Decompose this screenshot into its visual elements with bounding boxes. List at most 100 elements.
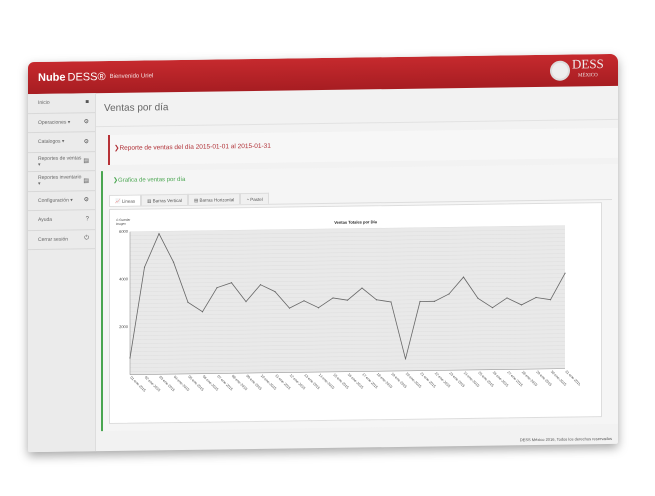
brand-name: DESS® — [67, 71, 106, 84]
data-point — [274, 291, 276, 293]
bar-chart-icon: ▥ — [147, 198, 152, 204]
gridline — [130, 301, 565, 308]
gridline — [130, 281, 565, 288]
sidebar-item[interactable]: Catalogos ▾ ⚙ — [28, 132, 95, 153]
chart-container: ⎙ Guardar imagen Ventas Totales por Día … — [109, 202, 602, 424]
gridline — [130, 273, 565, 280]
line-chart-icon: 📈 — [115, 198, 121, 204]
line-chart: 20004000600001-ene-201502-ene-201503-ene… — [119, 225, 582, 393]
tab-lineas[interactable]: 📈 Lineas — [109, 194, 142, 206]
data-point — [535, 296, 537, 299]
data-point — [317, 307, 320, 309]
data-point — [448, 293, 450, 295]
y-tick-label: 2000 — [119, 324, 129, 329]
data-point — [143, 266, 146, 268]
gridline — [130, 305, 565, 312]
data-point — [506, 297, 508, 299]
sidebar-item-label: Reportes de ventas ▾ — [38, 155, 82, 168]
help-icon: ? — [85, 216, 89, 223]
y-tick-label: 4000 — [119, 276, 129, 281]
gridline — [130, 365, 565, 372]
gridline — [130, 241, 565, 248]
gridline — [130, 349, 565, 356]
gridline — [130, 265, 565, 272]
data-point — [245, 300, 247, 303]
gridline — [130, 253, 565, 260]
power-icon: ⏻ — [84, 235, 89, 242]
data-point — [419, 300, 421, 303]
data-point — [230, 282, 233, 284]
data-point — [172, 261, 175, 263]
report-panel-header[interactable]: ❯Reporte de ventas del día 2015-01-01 al… — [108, 127, 618, 166]
sidebar-item[interactable]: Cerrar sesión ⏻ — [28, 229, 95, 251]
gridline — [130, 309, 565, 316]
y-tick-label: 6000 — [119, 229, 129, 234]
data-point — [564, 272, 566, 274]
logo-sub: MÉXICO — [578, 73, 598, 79]
gridline — [130, 233, 565, 240]
main-content: Ventas por día ❯Reporte de ventas del dí… — [96, 85, 618, 451]
sidebar-item-label: Configuración ▾ — [38, 197, 73, 204]
tab-label: Lineas — [121, 198, 136, 204]
gridline — [130, 229, 565, 236]
sidebar-item[interactable]: Operaciones ▾ ⚙ — [28, 112, 95, 134]
gridline — [130, 277, 565, 284]
report-icon: ▤ — [83, 158, 89, 165]
gridline — [130, 329, 565, 336]
data-point — [158, 233, 160, 235]
gridline — [130, 333, 565, 340]
chart-panel-header[interactable]: ❯Grafica de ventas por día — [113, 176, 186, 184]
logo-text: DESS — [572, 56, 604, 72]
sidebar: Inicio ■ Operaciones ▾ ⚙ Catalogos ▾ ⚙ Reporte… — [28, 93, 96, 453]
data-point — [346, 299, 349, 301]
gridline — [130, 357, 565, 364]
data-point — [404, 358, 407, 360]
data-point — [549, 299, 552, 301]
gridline — [130, 245, 565, 252]
sidebar-item-label: Reportes inventario ▾ — [38, 174, 82, 188]
data-point — [462, 276, 465, 278]
data-point — [288, 307, 291, 309]
chart-panel: ❯Grafica de ventas por día 📈 Lineas ▥ Bar… — [101, 163, 618, 432]
gridline — [130, 237, 565, 244]
data-point — [433, 300, 436, 302]
tab-label: Pastel — [250, 196, 263, 203]
report-icon: ▤ — [83, 178, 89, 185]
data-point — [201, 311, 204, 313]
gridline — [130, 337, 565, 344]
data-point — [361, 287, 363, 289]
tab-label: Barras Horizontal — [199, 197, 235, 203]
app-window: Nube DESS® Bienvenido Uriel DESS MÉXICO I… — [28, 53, 618, 453]
gridline — [130, 361, 565, 368]
data-point — [477, 297, 479, 299]
tab-pastel[interactable]: ◔ Pastel — [240, 192, 269, 205]
sidebar-item[interactable]: Reportes inventario ▾ ▤ — [28, 171, 95, 192]
data-point — [129, 357, 131, 359]
gear-icon: ⚙ — [83, 119, 89, 126]
gridline — [130, 313, 565, 320]
x-axis — [130, 368, 565, 375]
sidebar-item[interactable]: Inicio ■ — [28, 93, 95, 114]
sidebar-item[interactable]: Ayuda? — [28, 210, 95, 231]
sidebar-item-label: Cerrar sesión — [38, 236, 69, 243]
tab-barras-horizontal[interactable]: ▤ Barras Horizontal — [187, 193, 241, 205]
data-point — [491, 307, 494, 309]
page-title: Ventas por día — [96, 85, 618, 128]
gridline — [130, 289, 565, 296]
pie-chart-icon: ◔ — [246, 197, 249, 203]
sidebar-item-label: Catalogos ▾ — [38, 138, 65, 146]
seal-icon — [550, 60, 570, 81]
data-point — [520, 304, 523, 306]
gridline — [130, 353, 565, 360]
sidebar-item[interactable]: Reportes de ventas ▾ ▤ — [28, 151, 95, 173]
gridline — [130, 325, 565, 332]
dess-logo: DESS MÉXICO — [550, 56, 612, 84]
data-point — [216, 287, 218, 289]
sidebar-item[interactable]: Configuración ▾ ⚙ — [28, 190, 95, 212]
gridline — [130, 261, 565, 268]
gridline — [130, 269, 565, 276]
data-point — [187, 301, 189, 303]
tab-barras-vertical[interactable]: ▥ Barras Vertical — [141, 193, 188, 206]
gridline — [130, 249, 565, 256]
horizontal-bar-icon: ▤ — [193, 197, 199, 203]
